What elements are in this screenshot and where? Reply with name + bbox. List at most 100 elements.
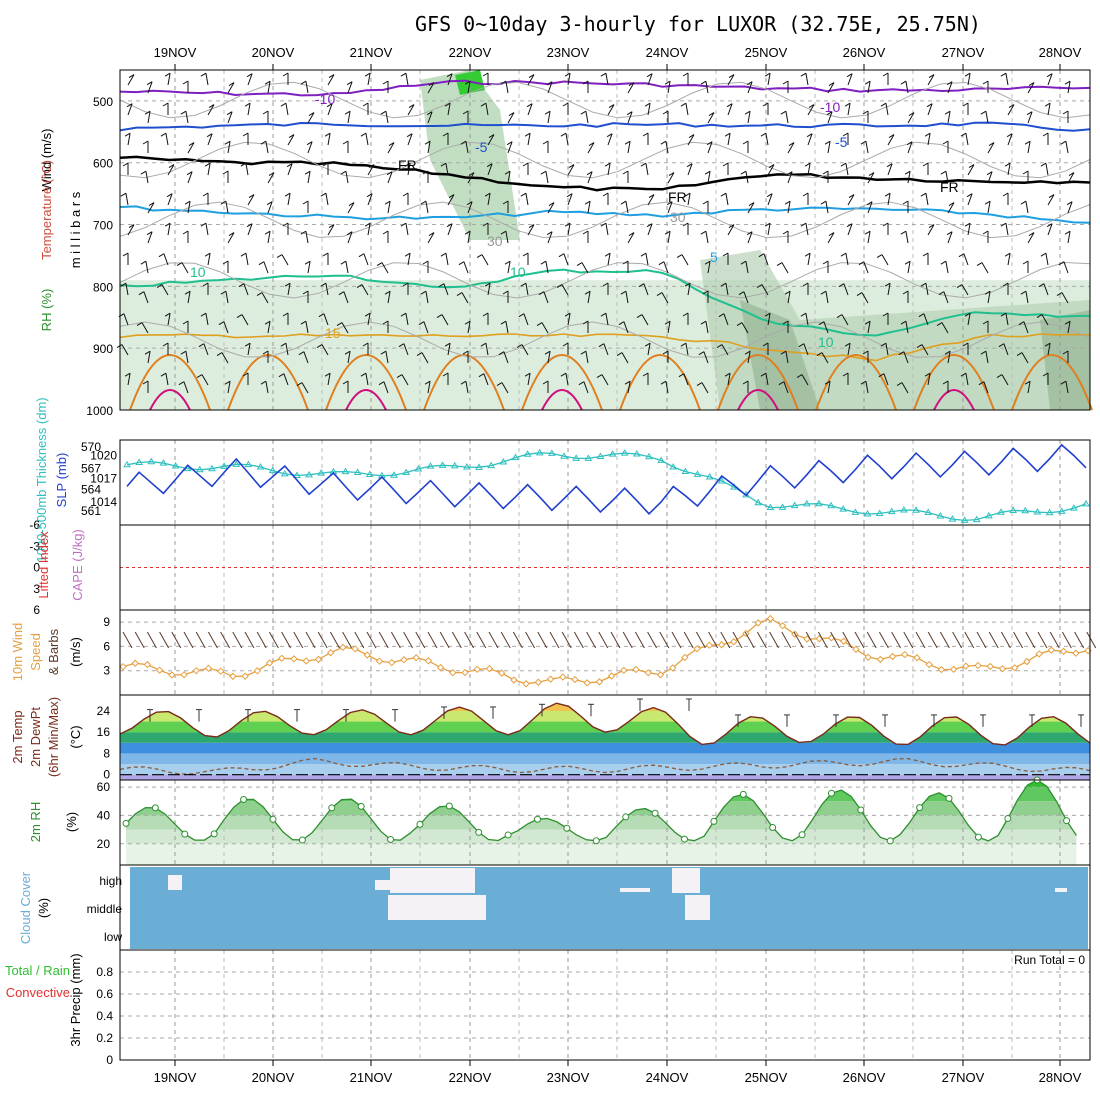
wind-barb-flag: [360, 132, 367, 137]
wind-barb: [865, 141, 869, 154]
wind-barb-flag: [662, 350, 669, 355]
wind-barb-flag: [482, 222, 489, 227]
rh-contour: [119, 261, 1091, 299]
rh2m-axis-title: 2m RH: [28, 802, 43, 842]
wind-barb: [347, 111, 351, 124]
wind-barb: [643, 283, 649, 296]
wind-barb: [547, 111, 551, 124]
wind-barb-flag: [382, 230, 389, 235]
wind-barb-flag: [322, 162, 329, 167]
cloud-patch: [672, 868, 700, 893]
thickness-tick: 570: [81, 440, 101, 454]
lifted-index-axis-title: Lifted Index: [36, 531, 51, 599]
wind10-marker: [461, 668, 469, 677]
temp2m-axis-title-c: (6hr Min/Max): [46, 697, 61, 777]
rh-2m-point: [210, 830, 218, 838]
wind10-marker: [473, 665, 481, 674]
wind-barb: [825, 291, 829, 304]
wind-barb-flag: [248, 194, 255, 199]
wind-barb-flag: [136, 322, 143, 327]
thickness-marker: [1045, 508, 1054, 516]
wind-barb: [987, 142, 995, 154]
wind10-marker: [363, 651, 372, 659]
wind-barb-flag: [500, 230, 507, 235]
wind-barb: [983, 381, 989, 394]
temp-contour-20: [717, 354, 799, 411]
rh-2m-point: [387, 835, 395, 843]
wind-barb: [365, 373, 369, 386]
wind-barb: [627, 232, 635, 244]
thickness-marker: [365, 470, 374, 477]
wind-barb: [887, 134, 895, 146]
rh-2m-point: [1063, 817, 1071, 825]
wind-barb: [681, 254, 689, 266]
wind10-marker: [681, 653, 689, 662]
cape-tick: -6: [29, 518, 40, 532]
thickness-marker: [596, 452, 605, 459]
wind-barb-flag: [298, 351, 305, 356]
wind-barb-flag: [982, 230, 989, 235]
wind-barb-flag: [426, 111, 433, 116]
wind-barb-flag: [806, 133, 813, 138]
rh-2m-point: [563, 824, 571, 832]
wind-barb: [305, 231, 309, 244]
wind-barb: [565, 133, 569, 146]
wind-barb: [287, 193, 291, 206]
wind-barb: [327, 133, 331, 146]
wind10-marker: [204, 664, 213, 673]
wind-barb: [843, 283, 849, 296]
date-label-top: 25NOV: [745, 45, 788, 60]
wind-barb-flag: [676, 254, 683, 259]
wind-barb: [361, 284, 369, 296]
temperature-axis-title: Temperature (°C): [39, 160, 54, 260]
wind-barb-flag: [528, 74, 535, 79]
wind-barb: [345, 171, 349, 184]
wind10-marker: [705, 641, 714, 649]
date-label-top: 26NOV: [843, 45, 886, 60]
wind-barb: [507, 261, 511, 274]
wind-barb: [827, 111, 833, 124]
wind10-marker: [449, 668, 457, 677]
wind10-barb: [281, 631, 292, 649]
wind10-barb: [878, 631, 889, 649]
wind-barb: [821, 352, 829, 364]
contour-label: 10: [190, 264, 206, 280]
wind-barb-flag: [760, 372, 767, 377]
wind-barb: [901, 382, 909, 394]
wind-barb: [541, 322, 549, 334]
wind-barb-flag: [262, 350, 269, 355]
thickness-marker: [1033, 508, 1042, 515]
wind-barb-flag: [782, 230, 789, 235]
wind-barb-flag: [968, 164, 975, 169]
wind-barb: [827, 82, 835, 94]
wind-barb-flag: [344, 110, 351, 115]
wind-barb: [763, 253, 769, 266]
wind-barb-flag: [962, 102, 969, 107]
wind-barb-flag: [584, 200, 591, 205]
wind-barb: [281, 254, 289, 266]
wind-barb-flag: [184, 290, 191, 295]
wind-barb-flag: [724, 372, 731, 377]
wind-barb-flag: [504, 260, 511, 265]
wind-barb-flag: [802, 282, 809, 287]
wind-barb: [623, 321, 629, 334]
pressure-axis-title: m i l l i b a r s: [68, 191, 83, 268]
wind-barb-flag: [186, 171, 193, 176]
wind10-marker: [1035, 650, 1043, 658]
wind-barb-flag: [788, 142, 795, 147]
wind-barb: [827, 232, 835, 244]
wind-barb-flag: [1022, 260, 1029, 265]
wind-barb: [707, 112, 715, 124]
date-label-bottom: 24NOV: [646, 1070, 689, 1085]
wind-barb: [227, 381, 231, 394]
wind-barb: [685, 343, 689, 356]
wind10-barb: [305, 631, 316, 649]
wind-barb-flag: [120, 282, 127, 287]
wind-barb-flag: [462, 350, 469, 355]
wind10-barb: [976, 631, 987, 649]
wind-barb: [167, 223, 171, 236]
wind-barb-flag: [598, 343, 605, 348]
wind-barb-flag: [178, 381, 185, 386]
wind-barb-flag: [404, 162, 411, 167]
wind-barb: [767, 164, 775, 176]
